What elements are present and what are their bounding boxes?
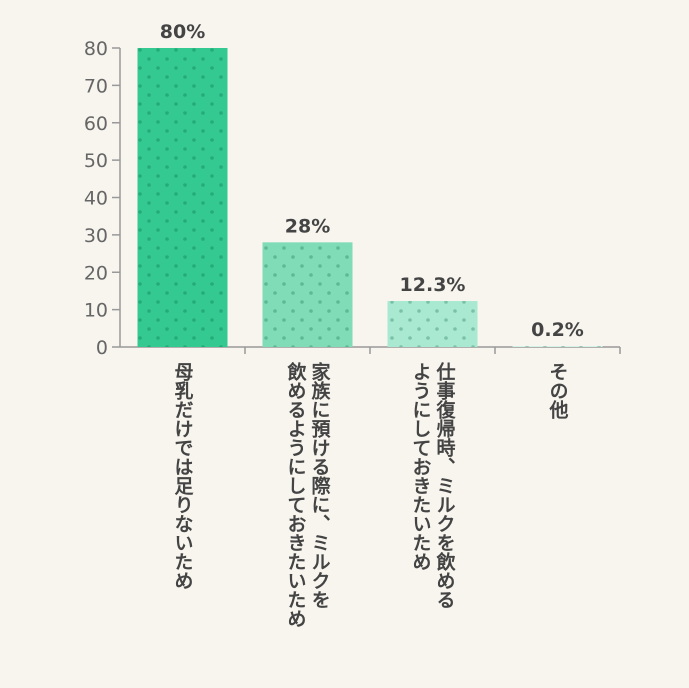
y-tick-label: 80 — [84, 38, 108, 60]
value-label: 12.3% — [400, 274, 466, 296]
bar-pattern — [387, 301, 478, 347]
category-label: 飲めるようにしておきたいため — [285, 361, 308, 628]
bars — [137, 48, 603, 347]
value-label: 0.2% — [531, 319, 584, 341]
category-label: その他 — [547, 362, 570, 419]
value-label: 28% — [285, 215, 330, 237]
y-tick-label: 50 — [84, 150, 108, 172]
y-tick-label: 60 — [84, 113, 108, 135]
y-tick-label: 0 — [96, 337, 108, 359]
bar-pattern — [262, 242, 353, 347]
y-tick-label: 70 — [84, 75, 108, 97]
category-label: ようにしておきたいため — [410, 362, 432, 571]
category-label: 家族に預ける際に、ミルクを — [309, 361, 331, 609]
y-tick-label: 30 — [84, 225, 108, 247]
value-label: 80% — [160, 21, 205, 43]
category-label: 仕事復帰時、ミルクを飲める — [434, 361, 457, 609]
labels: 80% 母乳だけでは足りないため 28% 家族に預ける際に、ミルクを飲めるようにしてお… — [160, 21, 584, 628]
category-label: 母乳だけでは足りないため — [172, 362, 194, 590]
y-tick-label: 20 — [84, 262, 108, 284]
y-tick-label: 10 — [84, 300, 108, 322]
bar-pattern — [512, 346, 603, 347]
bar-pattern — [137, 48, 228, 347]
y-tick-label: 40 — [84, 188, 108, 210]
